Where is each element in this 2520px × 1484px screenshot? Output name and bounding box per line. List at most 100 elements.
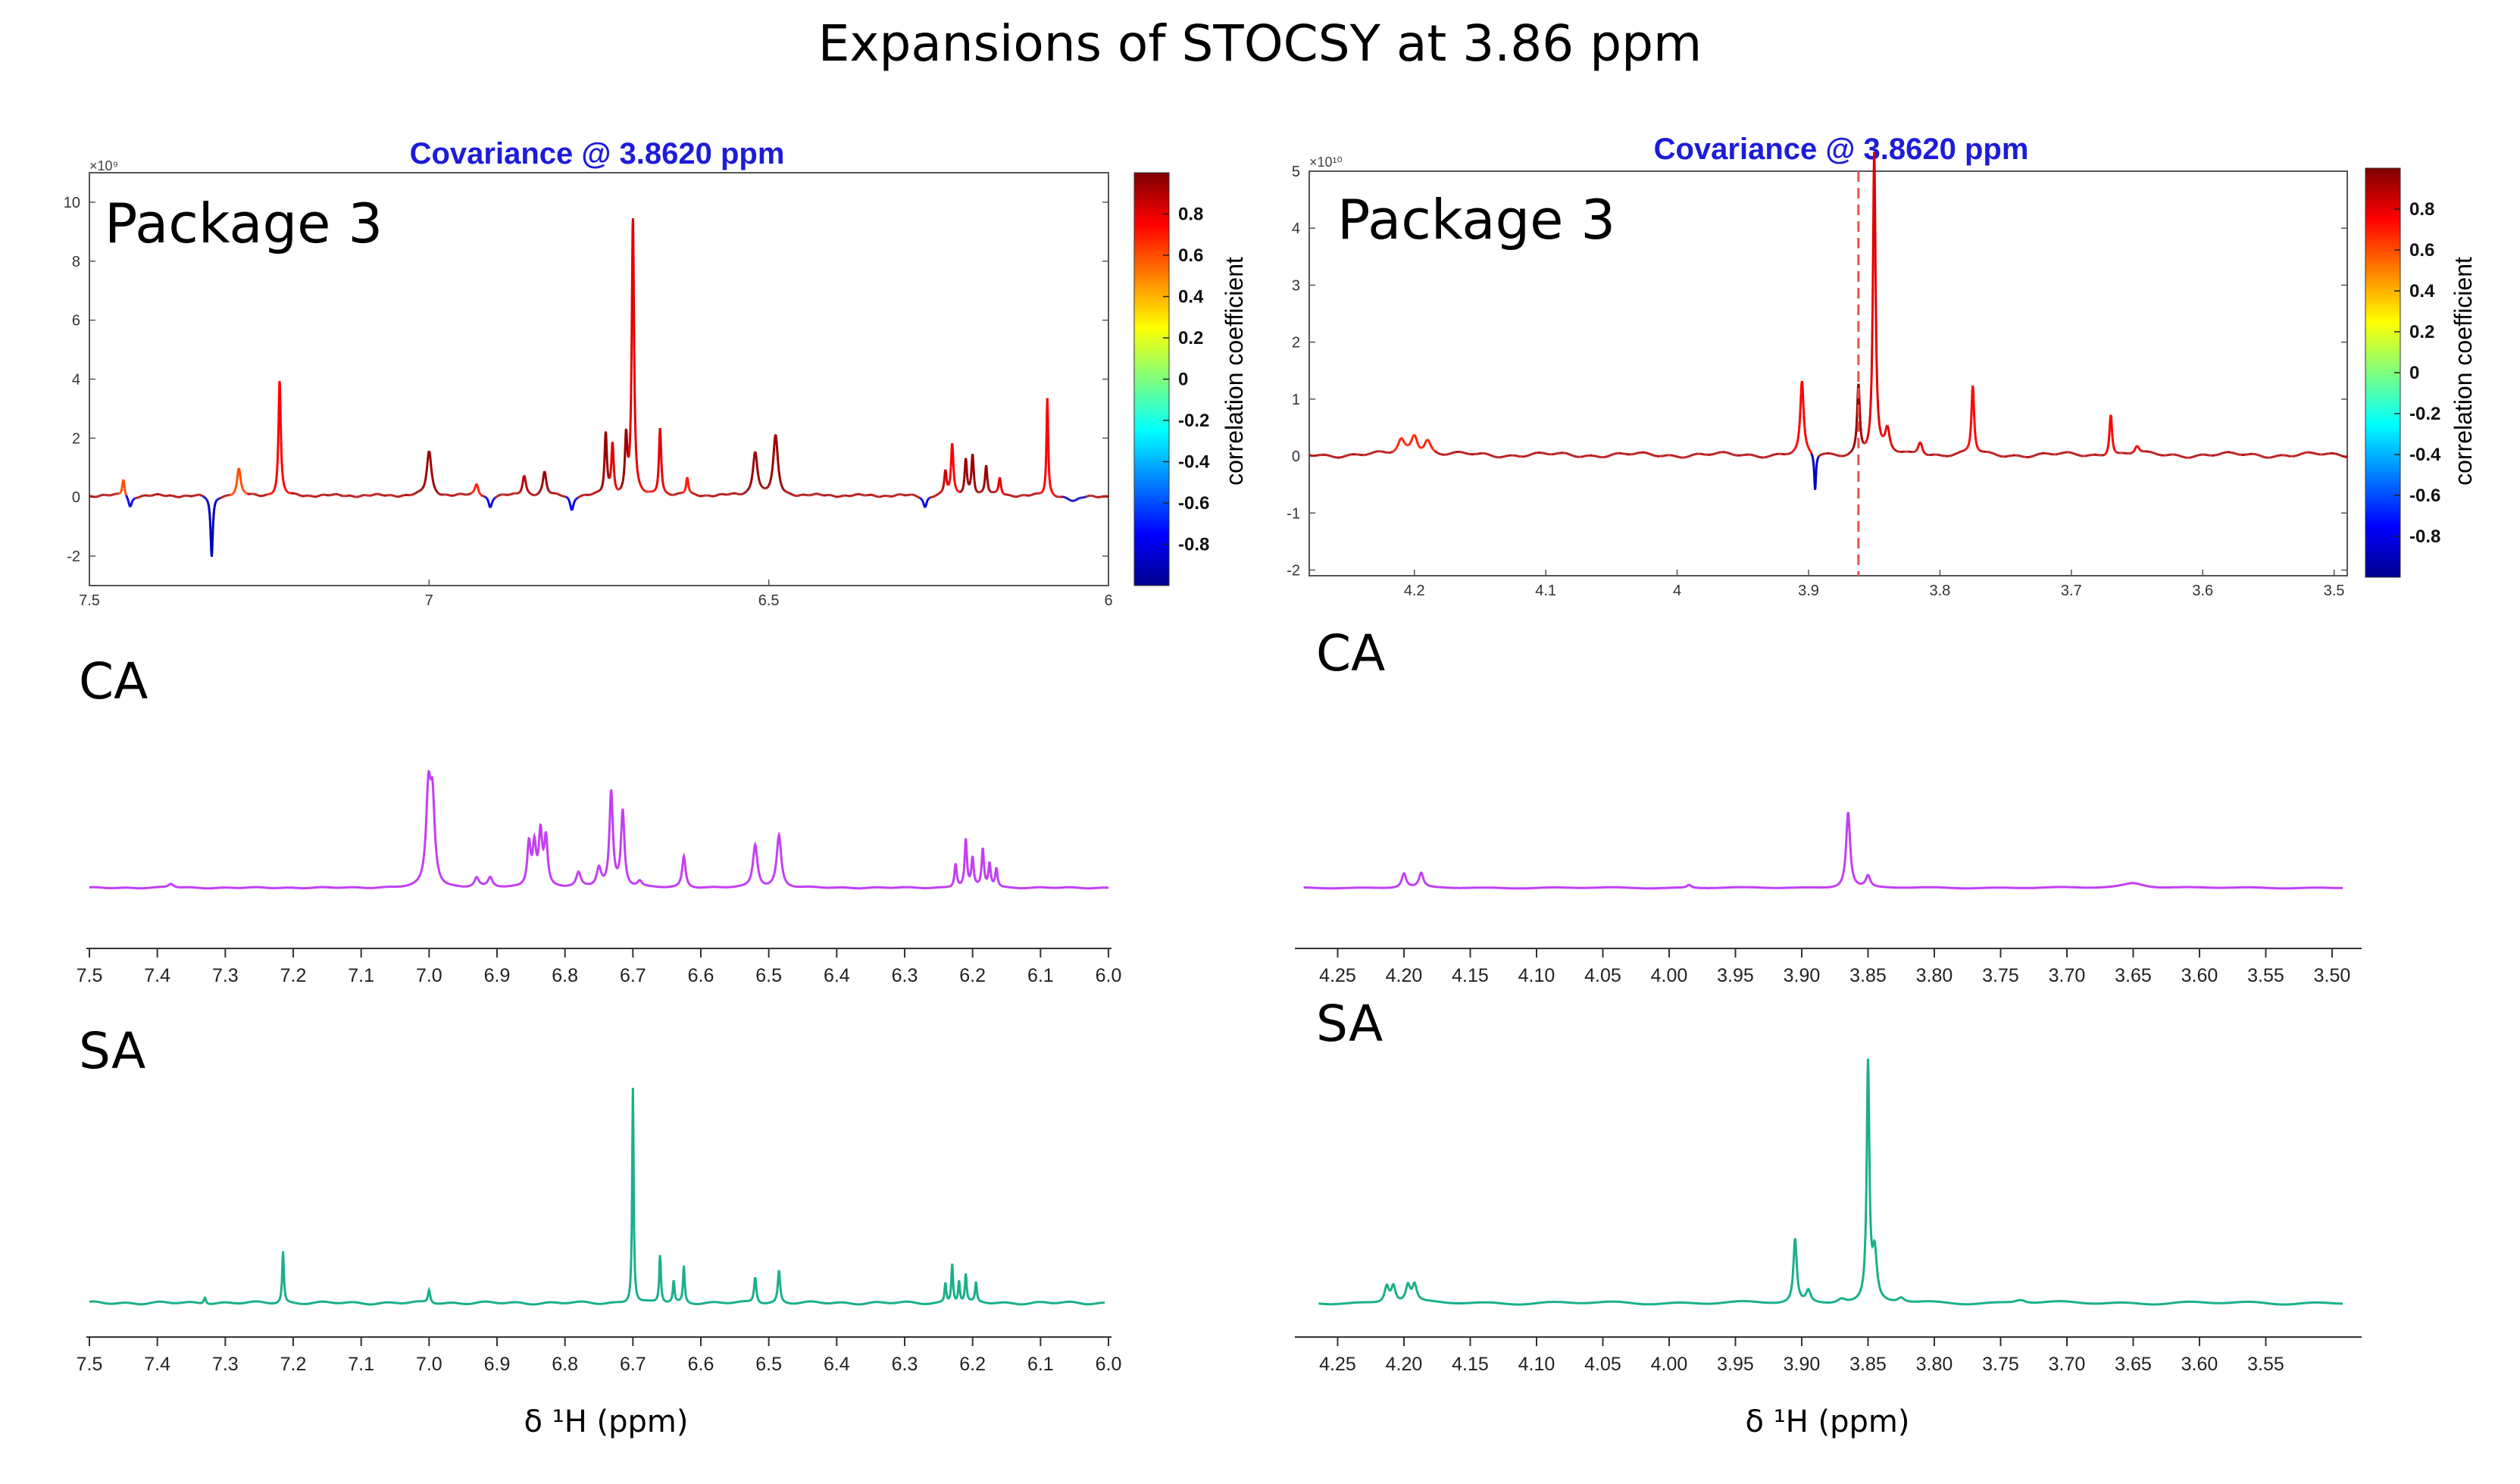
cov-right-segment	[2106, 443, 2110, 447]
cov-right-segment	[1868, 407, 1872, 415]
cov-left-segment	[568, 503, 572, 506]
cov-right-segment	[1393, 449, 1396, 451]
cov-right-segment	[1868, 425, 1871, 430]
cov-right-segment	[1968, 439, 1971, 443]
cov-left-segment	[523, 475, 527, 478]
cov-left-segment	[435, 489, 438, 492]
cov-left-segment	[520, 489, 523, 491]
cov-left-segment	[1049, 483, 1052, 487]
cov-right-segment	[1856, 405, 1859, 417]
cov-right-segment	[1968, 442, 1971, 445]
cov-right-segment	[1862, 442, 1865, 445]
cov-left-segment	[611, 442, 614, 448]
cov-right-segment	[1880, 433, 1883, 435]
cov-right-segment	[1893, 448, 1896, 451]
cov-left-segment	[683, 487, 687, 490]
cov-right-segment	[1801, 389, 1805, 399]
cov-left-segment	[921, 501, 925, 504]
cov-right-segment	[1852, 445, 1856, 447]
cov-left-segment	[921, 498, 924, 501]
cov-left-segment	[489, 505, 492, 508]
cov-left-segment	[1052, 492, 1055, 495]
cov-right-segment	[1855, 415, 1859, 424]
cov-right-segment	[2111, 437, 2115, 442]
cov-left-ytick-label: 6	[72, 313, 80, 330]
cov-left-segment	[277, 395, 280, 417]
cov-left-segment	[640, 486, 643, 489]
cov-left-segment	[214, 501, 217, 505]
cov-left-segment	[274, 484, 277, 487]
cov-left-segment	[661, 484, 665, 487]
cov-left-segment	[638, 480, 641, 483]
cov-left-segment	[751, 469, 755, 473]
cov-right-segment	[1798, 418, 1802, 425]
cov-left-segment	[960, 489, 963, 492]
cov-right-segment	[1412, 434, 1415, 436]
cov-right-segment	[1404, 443, 1407, 445]
cov-left-segment	[927, 498, 930, 501]
cb-left-ticks-label: -0.8	[1178, 535, 1209, 555]
cov-right-segment	[1806, 442, 1809, 445]
cov-left-segment	[951, 442, 954, 445]
cov-right-segment	[1799, 401, 1802, 411]
cov-left-segment	[996, 489, 999, 492]
cov-left-segment	[282, 478, 285, 482]
cov-left-segment	[539, 489, 542, 491]
cov-left-segment	[924, 505, 927, 508]
cov-right-segment	[1970, 411, 1973, 420]
cov-left-segment	[630, 361, 633, 393]
cov-right-segment	[1978, 448, 1981, 451]
cov-right-segment	[2112, 441, 2115, 445]
cov-left-segment	[754, 451, 757, 454]
cov-left-segment	[949, 473, 952, 478]
cov-left-segment	[474, 487, 477, 489]
cov-right-segment	[1418, 445, 1421, 447]
cov-left-segment	[605, 433, 608, 442]
cov-left-segment	[780, 486, 783, 488]
cov-right-segment	[1878, 426, 1881, 430]
cov-right-segment	[1924, 452, 1927, 455]
cov-left-segment	[974, 489, 978, 492]
cov-right-segment	[1874, 330, 1878, 357]
cov-left-segment	[542, 474, 546, 479]
cov-left-segment	[962, 479, 966, 483]
cov-right-segment	[1867, 429, 1871, 433]
cov-left-segment	[277, 416, 280, 436]
cov-left-segment	[965, 458, 968, 461]
cov-left-segment	[683, 489, 686, 492]
cov-left-segment	[429, 455, 432, 460]
cov-left-segment	[686, 483, 690, 487]
cov-left-ytick-label: 8	[72, 254, 80, 270]
cov-left-segment	[602, 479, 605, 483]
cov-left-segment	[636, 472, 639, 476]
cov-left-segment	[242, 490, 245, 492]
cov-right-segment	[1415, 439, 1418, 442]
cov-left-segment	[655, 487, 658, 489]
cov-left-segment	[492, 498, 495, 501]
cov-left-segment	[758, 480, 761, 483]
cov-left-segment	[423, 483, 426, 486]
cov-left-segment	[280, 440, 283, 454]
cov-left-segment	[664, 490, 668, 492]
cov-right-segment	[1799, 392, 1802, 402]
cov-right-segment	[1802, 415, 1806, 423]
cov-right-segment	[1965, 447, 1968, 450]
cov-left-segment	[983, 481, 986, 485]
cov-right-segment	[1865, 440, 1868, 442]
cov-right-segment	[1409, 442, 1411, 445]
cb-left-ticks-label: 0.4	[1178, 287, 1204, 308]
cov-left-segment	[546, 488, 550, 491]
cov-left-segment	[758, 483, 762, 485]
cov-left-segment	[545, 482, 549, 485]
cov-right-segment	[1859, 420, 1862, 427]
cov-right-segment	[1852, 445, 1856, 448]
cov-right-segment	[1805, 440, 1809, 443]
cov-right-segment	[1809, 450, 1812, 453]
cov-right-segment	[1923, 451, 1926, 455]
cov-left-segment	[962, 483, 965, 486]
cov-left-segment	[238, 468, 241, 471]
cov-right-segment	[1889, 440, 1893, 443]
cov-left-segment	[630, 267, 633, 319]
cov-right-segment	[2106, 445, 2109, 449]
cov-left-segment	[980, 489, 983, 492]
